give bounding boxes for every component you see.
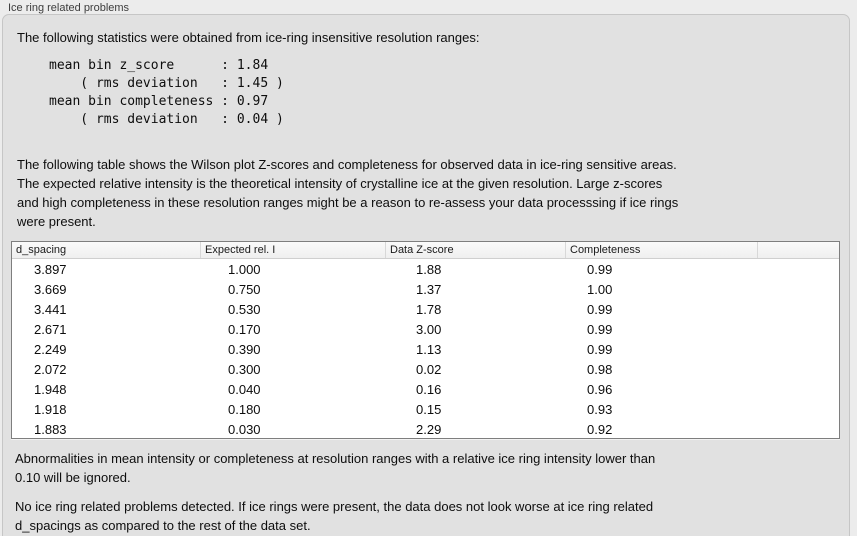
- table-cell[interactable]: 1.918: [34, 401, 67, 417]
- table-cell[interactable]: 0.170: [228, 321, 261, 337]
- table-cell[interactable]: 0.750: [228, 281, 261, 297]
- table-row[interactable]: 1.883 0.030 2.29 0.92: [12, 419, 839, 439]
- table-cell[interactable]: 3.897: [34, 261, 67, 277]
- table-cell[interactable]: 0.02: [416, 361, 442, 377]
- table-cell[interactable]: 1.88: [416, 261, 442, 277]
- ignore-note-text: Abnormalities in mean intensity or compl…: [15, 451, 656, 485]
- column-header-expected-rel-i[interactable]: Expected rel. I: [201, 242, 386, 258]
- table-cell[interactable]: 0.99: [587, 261, 613, 277]
- group-box-title: Ice ring related problems: [8, 2, 130, 14]
- table-cell[interactable]: 0.99: [587, 321, 613, 337]
- column-header-empty[interactable]: [758, 242, 839, 258]
- table-cell[interactable]: 0.99: [587, 341, 613, 357]
- table-row[interactable]: 2.671 0.170 3.00 0.99: [12, 319, 839, 339]
- table-cell[interactable]: 3.00: [416, 321, 442, 337]
- table-body: 3.897 1.000 1.88 0.99 3.669 0.750 1.37 1.00 3.44…: [12, 259, 839, 439]
- table-row[interactable]: 1.918 0.180 0.15 0.93: [12, 399, 839, 419]
- table-cell[interactable]: 2.29: [416, 421, 442, 437]
- table-cell[interactable]: 0.15: [416, 401, 442, 417]
- table-cell[interactable]: 0.92: [587, 421, 613, 437]
- intro-text: The following statistics were obtained f…: [17, 30, 480, 45]
- table-cell[interactable]: 1.00: [587, 281, 613, 297]
- table-row[interactable]: 1.948 0.040 0.16 0.96: [12, 379, 839, 399]
- table-cell[interactable]: 1.37: [416, 281, 442, 297]
- table-cell[interactable]: 3.441: [34, 301, 67, 317]
- table-description-text: The following table shows the Wilson plo…: [17, 157, 679, 229]
- table-row[interactable]: 2.072 0.300 0.02 0.98: [12, 359, 839, 379]
- ice-ring-panel: The following statistics were obtained f…: [2, 14, 850, 536]
- table-cell[interactable]: 0.040: [228, 381, 261, 397]
- column-header-completeness[interactable]: Completeness: [566, 242, 758, 258]
- table-cell[interactable]: 0.93: [587, 401, 613, 417]
- table-cell[interactable]: 0.530: [228, 301, 261, 317]
- table-cell[interactable]: 0.98: [587, 361, 613, 377]
- table-header: d_spacing Expected rel. I Data Z-score Comp…: [12, 242, 839, 259]
- table-cell[interactable]: 1.78: [416, 301, 442, 317]
- table-row[interactable]: 3.669 0.750 1.37 1.00: [12, 279, 839, 299]
- table-cell[interactable]: 0.030: [228, 421, 261, 437]
- table-row[interactable]: 3.441 0.530 1.78 0.99: [12, 299, 839, 319]
- table-cell[interactable]: 2.249: [34, 341, 67, 357]
- table-cell[interactable]: 0.99: [587, 301, 613, 317]
- table-cell[interactable]: 0.16: [416, 381, 442, 397]
- table-row[interactable]: 3.897 1.000 1.88 0.99: [12, 259, 839, 279]
- table-cell[interactable]: 0.390: [228, 341, 261, 357]
- table-cell[interactable]: 2.671: [34, 321, 67, 337]
- table-cell[interactable]: 1.948: [34, 381, 67, 397]
- column-header-data-z-score[interactable]: Data Z-score: [386, 242, 566, 258]
- table-cell[interactable]: 1.000: [228, 261, 261, 277]
- table-cell[interactable]: 2.072: [34, 361, 67, 377]
- column-header-d-spacing[interactable]: d_spacing: [12, 242, 201, 258]
- table-cell[interactable]: 0.180: [228, 401, 261, 417]
- table-cell[interactable]: 0.96: [587, 381, 613, 397]
- ice-ring-table[interactable]: d_spacing Expected rel. I Data Z-score Comp…: [11, 241, 840, 439]
- stats-block: mean bin z_score : 1.84 ( rms deviation …: [49, 58, 284, 127]
- table-cell[interactable]: 1.13: [416, 341, 442, 357]
- table-cell[interactable]: 0.300: [228, 361, 261, 377]
- table-row[interactable]: 2.249 0.390 1.13 0.99: [12, 339, 839, 359]
- conclusion-text: No ice ring related problems detected. I…: [15, 499, 654, 533]
- table-cell[interactable]: 3.669: [34, 281, 67, 297]
- table-cell[interactable]: 1.883: [34, 421, 67, 437]
